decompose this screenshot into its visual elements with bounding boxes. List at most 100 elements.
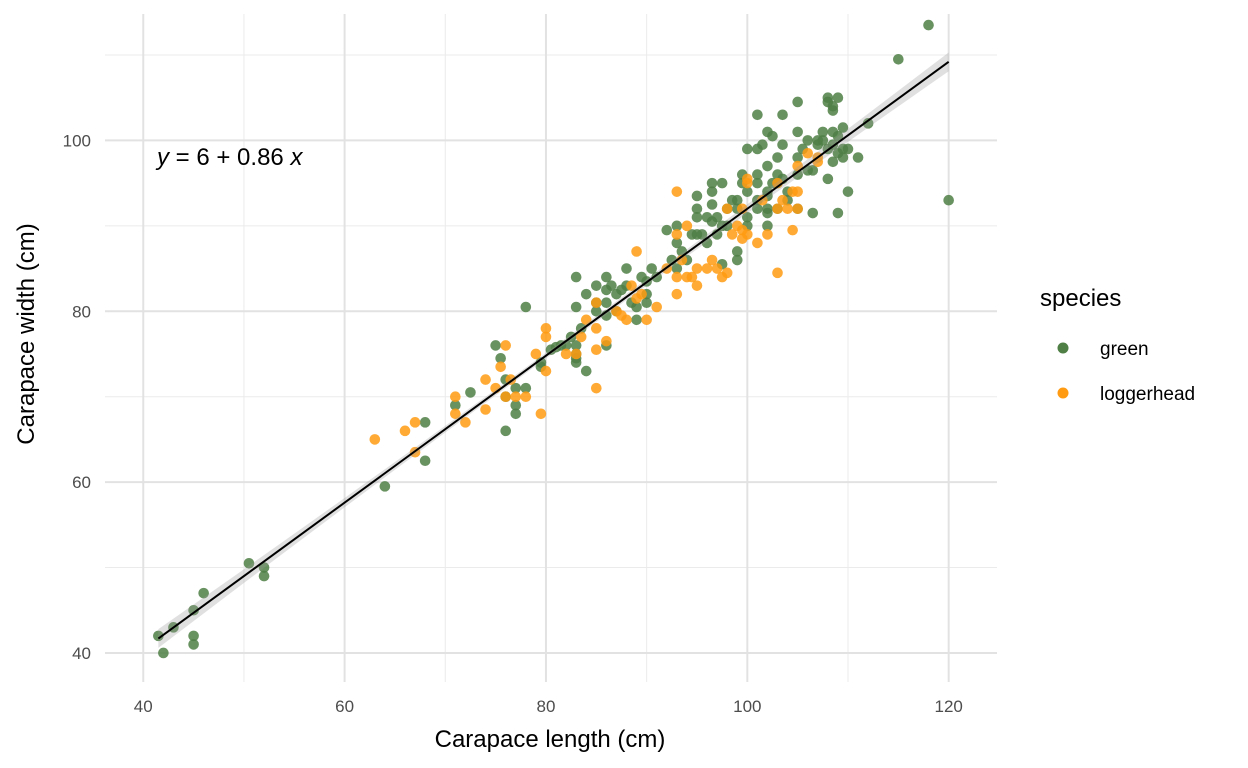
point-loggerhead bbox=[591, 323, 602, 334]
point-green bbox=[706, 177, 718, 189]
point-green bbox=[671, 220, 683, 232]
point-green bbox=[510, 399, 522, 411]
point-green bbox=[601, 271, 612, 283]
point-green bbox=[198, 587, 209, 599]
point-green bbox=[601, 297, 612, 309]
point-loggerhead bbox=[369, 434, 381, 445]
point-loggerhead bbox=[570, 348, 582, 360]
point-green bbox=[153, 630, 164, 642]
point-loggerhead bbox=[591, 344, 602, 356]
point-green bbox=[243, 557, 255, 569]
point-green bbox=[792, 152, 803, 163]
point-loggerhead bbox=[651, 301, 663, 313]
equation-y-var: y bbox=[155, 144, 171, 171]
point-green bbox=[646, 263, 657, 274]
point-loggerhead bbox=[711, 263, 723, 274]
point-loggerhead bbox=[500, 340, 511, 351]
point-green bbox=[752, 177, 763, 189]
point-loggerhead bbox=[706, 254, 718, 266]
point-loggerhead bbox=[772, 203, 783, 215]
point-green bbox=[651, 271, 663, 283]
point-loggerhead bbox=[540, 323, 552, 334]
y-tick-label: 40 bbox=[72, 644, 91, 663]
y-tick-label: 100 bbox=[63, 131, 91, 150]
point-green bbox=[158, 647, 169, 659]
point-loggerhead bbox=[686, 271, 698, 283]
point-loggerhead bbox=[520, 391, 532, 402]
point-green bbox=[258, 570, 270, 582]
point-green bbox=[510, 408, 522, 420]
point-green bbox=[731, 254, 743, 266]
point-green bbox=[691, 212, 703, 223]
point-green bbox=[606, 280, 617, 291]
point-loggerhead bbox=[626, 280, 637, 291]
point-green bbox=[802, 135, 814, 146]
point-loggerhead bbox=[621, 314, 632, 326]
x-tick-label: 80 bbox=[537, 697, 556, 716]
point-green bbox=[767, 130, 778, 142]
point-green bbox=[832, 130, 844, 142]
point-green bbox=[752, 109, 763, 121]
point-loggerhead bbox=[742, 177, 753, 189]
point-loggerhead bbox=[450, 391, 461, 402]
point-loggerhead bbox=[721, 203, 733, 215]
point-loggerhead bbox=[636, 288, 647, 300]
point-green bbox=[495, 352, 506, 364]
point-green bbox=[465, 387, 476, 398]
legend-key-loggerhead bbox=[1057, 387, 1069, 399]
point-green bbox=[188, 639, 199, 650]
y-tick-label: 60 bbox=[72, 473, 91, 492]
point-green bbox=[450, 399, 461, 411]
point-green bbox=[742, 186, 753, 197]
point-loggerhead bbox=[726, 229, 738, 240]
point-loggerhead bbox=[480, 404, 491, 415]
point-green bbox=[570, 357, 582, 368]
point-green bbox=[520, 301, 532, 313]
point-loggerhead bbox=[399, 425, 411, 437]
point-loggerhead bbox=[480, 374, 491, 385]
x-axis-ticks: 40 60 80 100 120 bbox=[134, 697, 963, 716]
point-loggerhead bbox=[591, 297, 602, 309]
point-loggerhead bbox=[671, 288, 683, 300]
legend-key-green bbox=[1057, 342, 1069, 354]
point-loggerhead bbox=[540, 331, 552, 343]
point-green bbox=[570, 271, 582, 283]
point-green bbox=[591, 280, 602, 291]
y-axis-ticks: 40 60 80 100 bbox=[63, 131, 91, 663]
point-green bbox=[842, 143, 854, 155]
point-loggerhead bbox=[691, 280, 703, 291]
point-green bbox=[490, 340, 501, 351]
point-loggerhead bbox=[787, 224, 798, 236]
point-green bbox=[777, 139, 788, 150]
point-green bbox=[822, 173, 834, 185]
point-green bbox=[696, 229, 708, 240]
point-green bbox=[762, 160, 773, 172]
point-loggerhead bbox=[641, 314, 652, 326]
point-loggerhead bbox=[500, 391, 511, 402]
point-green bbox=[621, 263, 632, 274]
point-loggerhead bbox=[772, 267, 783, 279]
point-loggerhead bbox=[601, 335, 612, 347]
point-green bbox=[807, 165, 819, 176]
point-green bbox=[762, 220, 773, 232]
point-green bbox=[671, 237, 683, 249]
point-green bbox=[188, 604, 199, 616]
point-green bbox=[752, 169, 763, 180]
point-green bbox=[580, 288, 592, 300]
point-loggerhead bbox=[560, 348, 572, 360]
point-green bbox=[837, 152, 849, 163]
x-tick-label: 60 bbox=[335, 697, 354, 716]
point-green bbox=[580, 365, 592, 377]
x-tick-label: 120 bbox=[934, 697, 962, 716]
point-loggerhead bbox=[631, 246, 642, 257]
point-loggerhead bbox=[671, 229, 683, 240]
y-axis-title: Carapace width (cm) bbox=[13, 223, 40, 444]
point-green bbox=[641, 297, 652, 309]
point-green bbox=[817, 126, 829, 138]
point-loggerhead bbox=[591, 382, 602, 394]
point-green bbox=[591, 305, 602, 317]
y-tick-label: 80 bbox=[72, 302, 91, 321]
point-green bbox=[752, 203, 763, 215]
point-green bbox=[777, 109, 788, 121]
point-green bbox=[923, 19, 934, 31]
